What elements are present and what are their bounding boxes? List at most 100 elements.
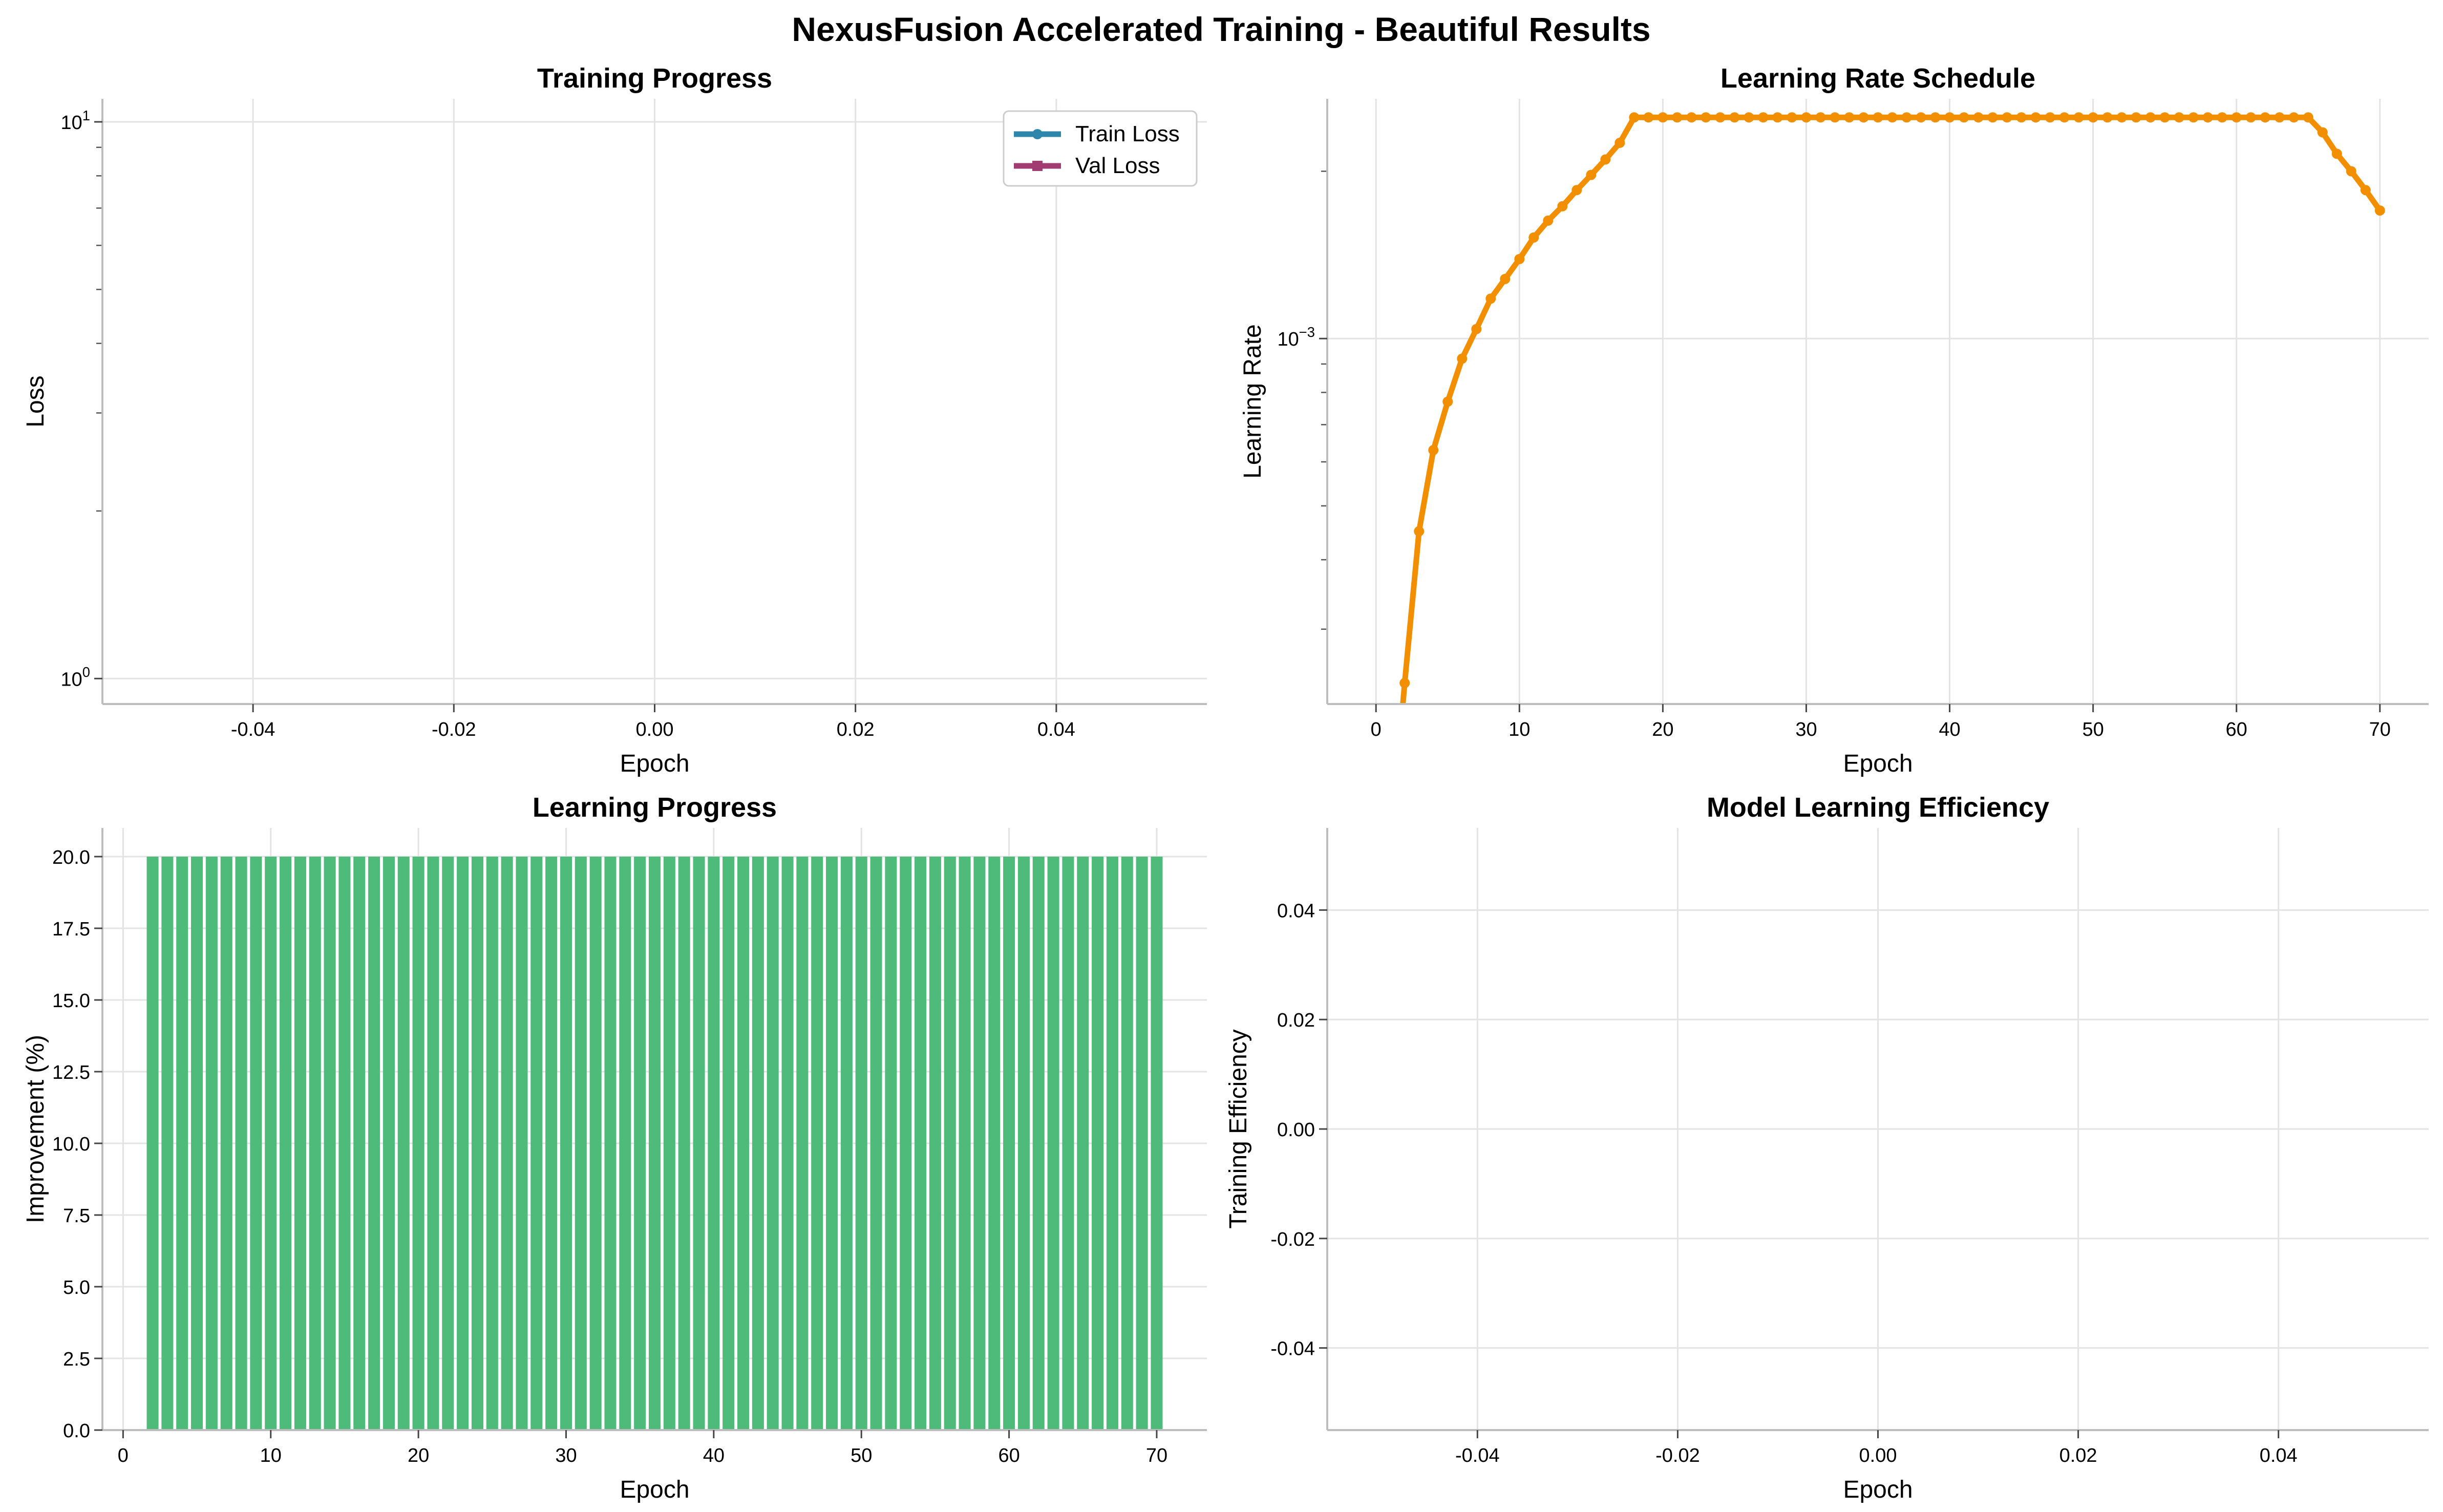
bar-epoch-8 [235,857,247,1430]
x-tick-label: 10 [1509,719,1530,740]
bar-epoch-34 [619,857,631,1430]
bar-epoch-37 [663,857,675,1430]
bar-epoch-3 [161,857,174,1430]
lr-point-epoch-1 [1385,845,1395,856]
lr-point-epoch-11 [1528,232,1539,243]
lr-point-epoch-61 [2245,112,2256,123]
lr-point-epoch-36 [1887,112,1898,123]
x-axis-label: Epoch [620,750,689,777]
lr-point-epoch-70 [2374,205,2385,216]
plot-area [146,857,1163,1430]
y-axis-label: Learning Rate [1239,324,1266,479]
chart-learning-rate-schedule: 0 10 20 30 40 50 60 70 10−3 Learning Rate Schedul… [1239,63,2429,856]
x-tick-label: 0 [1371,719,1382,740]
bar-epoch-24 [471,857,483,1430]
lr-point-epoch-26 [1744,112,1754,123]
lr-point-epoch-58 [2202,112,2213,123]
bar-epoch-60 [1003,857,1015,1430]
lr-point-epoch-22 [1686,112,1697,123]
lr-point-epoch-35 [1873,112,1883,123]
x-tick-label: 0.00 [1859,1445,1897,1466]
bar-epoch-28 [530,857,543,1430]
bar-epoch-21 [427,857,439,1430]
lr-point-epoch-18 [1629,112,1640,123]
lr-point-epoch-28 [1772,112,1783,123]
bar-epoch-39 [693,857,705,1430]
chart-training-progress: -0.04 -0.02 0.00 0.02 0.04 100 101 Training Pro… [22,63,1207,777]
lr-point-epoch-44 [2002,112,2012,123]
bar-epoch-9 [250,857,262,1430]
lr-point-epoch-50 [2088,112,2098,123]
legend-label-0: Train Loss [1075,121,1180,146]
lr-point-epoch-48 [2059,112,2070,123]
bar-epoch-68 [1121,857,1133,1430]
lr-point-epoch-62 [2260,112,2270,123]
bar-epoch-11 [280,857,292,1430]
x-tick-label: 0.04 [1037,719,1075,740]
y-tick-label: 0.04 [1277,900,1315,922]
lr-point-epoch-49 [2073,112,2084,123]
bar-epoch-14 [324,857,336,1430]
lr-point-epoch-12 [1543,215,1554,226]
lr-point-epoch-33 [1844,112,1855,123]
y-tick-label: 10−3 [1278,324,1315,350]
bar-epoch-16 [353,857,366,1430]
chart-learning-progress: 0 10 20 30 40 50 60 70 0.0 2.5 5.0 7.5 10.0 12.5 15.0 1… [22,792,1207,1503]
bar-epoch-36 [648,857,661,1430]
lr-point-epoch-43 [1987,112,1998,123]
y-tick-label: 15.0 [52,990,90,1012]
lr-point-epoch-10 [1514,253,1525,264]
lr-point-epoch-17 [1614,137,1625,148]
y-tick-label: 12.5 [52,1062,90,1083]
lr-point-epoch-55 [2159,112,2170,123]
bar-epoch-27 [516,857,528,1430]
x-tick-label: 30 [555,1445,577,1466]
lr-point-epoch-3 [1414,526,1425,537]
bar-epoch-6 [205,857,218,1430]
bar-epoch-23 [457,857,469,1430]
bar-epoch-10 [265,857,277,1430]
lr-point-epoch-15 [1586,169,1597,180]
lr-point-epoch-65 [2303,112,2313,123]
y-tick-label: 17.5 [52,919,90,940]
x-tick-label: 0 [118,1445,129,1466]
bar-epoch-55 [929,857,941,1430]
bar-epoch-19 [397,857,410,1430]
y-tick-label: -0.02 [1270,1229,1315,1250]
x-tick-label: 40 [703,1445,725,1466]
bar-epoch-31 [575,857,587,1430]
bar-epoch-5 [191,857,203,1430]
bar-epoch-61 [1017,857,1030,1430]
y-tick-label: 5.0 [63,1277,90,1298]
lr-point-epoch-9 [1500,273,1511,284]
bar-epoch-70 [1151,857,1163,1430]
bar-epoch-52 [885,857,897,1430]
bar-epoch-35 [634,857,646,1430]
lr-point-epoch-68 [2346,166,2356,177]
lr-point-epoch-14 [1571,185,1582,196]
lr-point-epoch-47 [2045,112,2055,123]
bar-epoch-51 [870,857,882,1430]
lr-point-epoch-16 [1600,154,1611,165]
bar-epoch-29 [545,857,558,1430]
lr-point-epoch-4 [1428,445,1439,456]
lr-point-epoch-66 [2317,127,2328,138]
x-tick-label: 30 [1795,719,1817,740]
lr-point-epoch-63 [2274,112,2285,123]
lr-point-epoch-34 [1858,112,1869,123]
y-axis-label: Improvement (%) [22,1035,49,1223]
bar-epoch-57 [959,857,971,1430]
lr-point-epoch-41 [1959,112,1969,123]
lr-line [1400,114,2383,704]
lr-point-epoch-20 [1658,112,1668,123]
y-tick-label: 0.02 [1277,1010,1315,1031]
x-tick-label: 50 [2082,719,2104,740]
x-tick-label: 50 [851,1445,872,1466]
lr-point-epoch-19 [1643,112,1654,123]
x-tick-label: 0.02 [837,719,875,740]
bar-epoch-50 [855,857,867,1430]
x-tick-label: -0.04 [231,719,275,740]
bar-epoch-49 [840,857,853,1430]
bar-epoch-12 [294,857,306,1430]
x-tick-label: 0.04 [2260,1445,2298,1466]
